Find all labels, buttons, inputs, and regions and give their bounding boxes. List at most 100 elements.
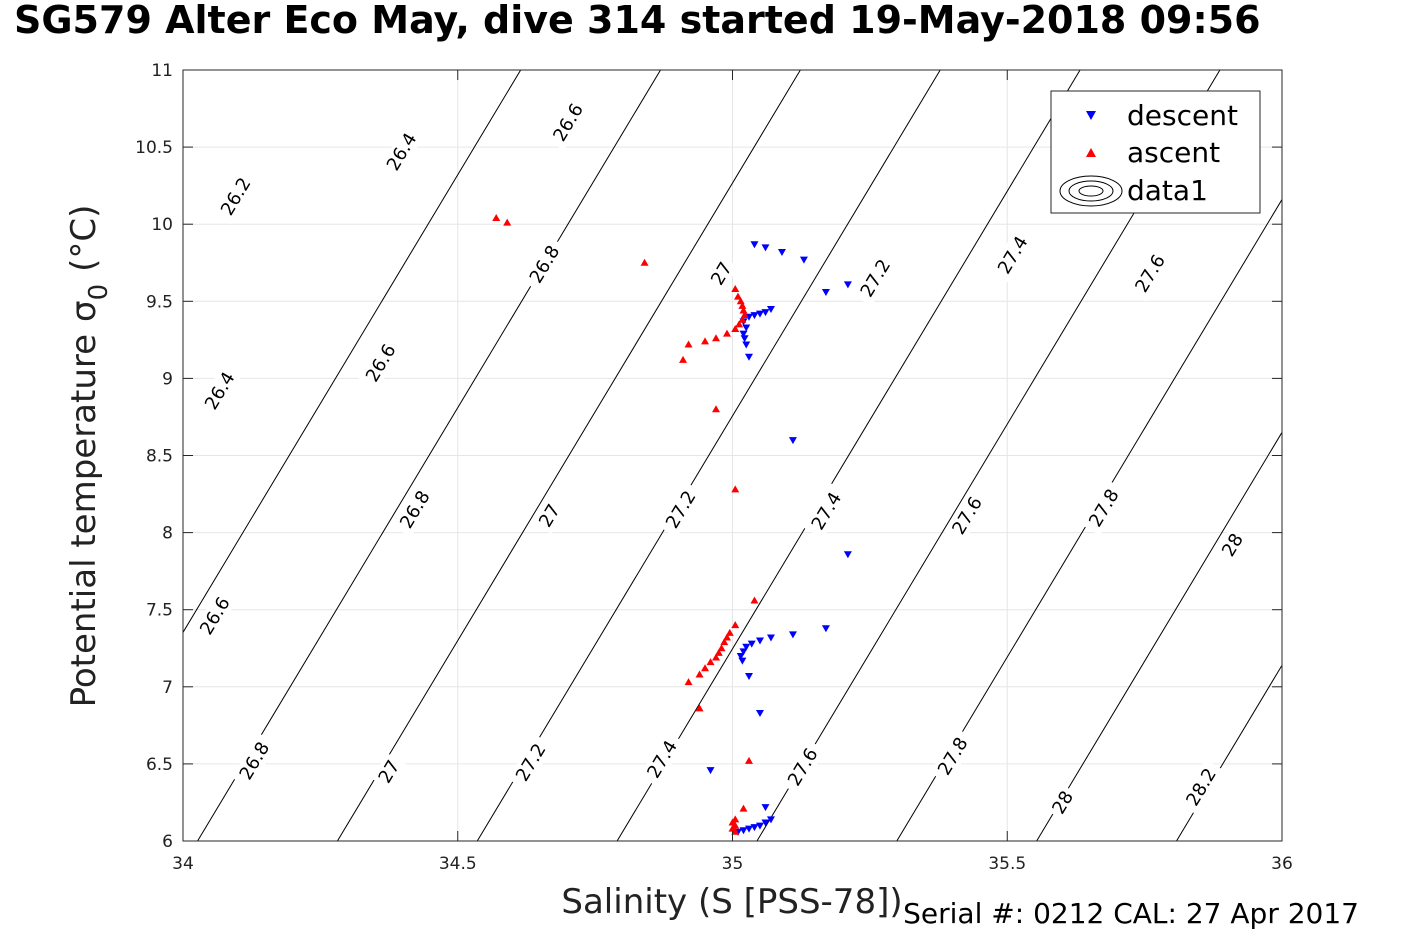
- y-axis-title-unit: (°C): [64, 205, 104, 272]
- contour-label-bg: [212, 168, 259, 225]
- contour-label: 28: [1045, 783, 1080, 821]
- ascent-point: [738, 301, 747, 309]
- ascent-point: [739, 306, 748, 314]
- legend-box: [1050, 90, 1261, 214]
- descent-point: [821, 625, 830, 633]
- contour-label-bg: [231, 732, 278, 789]
- contour-label-bg: [780, 739, 826, 795]
- density-contour-27: [616, 70, 1081, 841]
- legend-contour-icon: [1059, 175, 1123, 207]
- contour-label: 26.4: [378, 123, 425, 180]
- x-axis-title: Salinity (S [PSS-78]): [561, 882, 902, 922]
- y-axis-title: Potential temperature σ0 (°C): [64, 205, 114, 708]
- ascent-point: [720, 638, 729, 646]
- contour-label: 27.8: [1081, 479, 1127, 536]
- x-tick-label: 36: [1271, 854, 1293, 874]
- ascent-point: [712, 405, 721, 413]
- descent-point: [747, 640, 756, 648]
- ascent-point: [695, 704, 704, 712]
- descent-point: [788, 437, 797, 445]
- ascent-point: [712, 653, 721, 661]
- ascent-point: [712, 334, 721, 342]
- ascent-point: [503, 218, 512, 226]
- contour-label: 27.2: [658, 481, 704, 538]
- y-axis-title-subscript: 0: [84, 284, 114, 301]
- ascent-point: [701, 337, 710, 345]
- contour-label: 27: [704, 255, 739, 293]
- ascent-point: [733, 292, 742, 300]
- ascent-point: [731, 827, 740, 835]
- axis-ticks: 34 34.5 35 35.5 36 6 6.5 7 7.5 8 8.5 9 9.5 10 10.5 11: [135, 61, 1293, 874]
- y-tick-label: 7.5: [146, 601, 173, 621]
- y-tick-label: 8.5: [146, 447, 173, 467]
- descent-point: [736, 652, 745, 660]
- density-contour-26.2: [183, 70, 522, 634]
- descent-point: [755, 710, 764, 718]
- x-tick-label: 35.5: [988, 854, 1026, 874]
- descent-point: [742, 324, 751, 332]
- density-contour-26.8: [476, 70, 941, 841]
- ascent-point: [640, 258, 649, 266]
- contour-label: 28: [1215, 526, 1250, 564]
- descent-point: [739, 330, 748, 338]
- ascent-point: [731, 284, 740, 292]
- y-tick-label: 10: [151, 215, 173, 235]
- contour-label-bg: [639, 731, 685, 788]
- contour-label: 26.8: [521, 236, 568, 293]
- contour-label-bg: [392, 481, 438, 538]
- descent-point: [766, 816, 775, 824]
- descent-point: [744, 673, 753, 681]
- contour-label-bg: [989, 227, 1036, 283]
- y-tick-label: 6: [162, 832, 173, 852]
- ascent-point: [714, 648, 723, 656]
- ascent-point: [684, 678, 693, 686]
- ascent-point: [750, 596, 759, 604]
- contour-label-bg: [803, 483, 850, 539]
- legend-ascent-marker: [1086, 148, 1096, 157]
- y-tick-label: 10.5: [135, 138, 173, 158]
- ascent-point: [723, 633, 732, 641]
- legend-data1-label: data1: [1127, 174, 1208, 207]
- density-contour-26.6: [336, 70, 801, 841]
- descent-point: [799, 256, 808, 264]
- contour-label: 26.6: [545, 94, 592, 151]
- contour-label: 27.2: [508, 734, 554, 791]
- contour-label: 26.6: [192, 587, 238, 644]
- legend-ascent-label: ascent: [1127, 136, 1220, 169]
- descent-point: [843, 281, 852, 289]
- descent-point: [744, 353, 753, 361]
- y-tick-label: 9.5: [146, 292, 173, 312]
- descent-point: [821, 289, 830, 297]
- ascent-point: [744, 756, 753, 764]
- x-tick-label: 34: [172, 854, 194, 874]
- ascent-point: [492, 214, 501, 222]
- descent-point: [750, 241, 759, 249]
- contour-label-bg: [192, 587, 238, 644]
- ascent-point: [723, 329, 732, 337]
- contour-label: 26.4: [197, 362, 243, 419]
- contour-label-bg: [532, 497, 567, 535]
- contour-label-bg: [358, 335, 404, 391]
- contour-label: 27.2: [852, 250, 899, 307]
- contour-label: 27.4: [803, 483, 850, 539]
- descent-point: [706, 767, 715, 775]
- y-tick-label: 6.5: [146, 755, 173, 775]
- x-tick-label: 34.5: [439, 854, 477, 874]
- contour-label-bg: [378, 123, 425, 180]
- y-axis-title-symbol: σ: [64, 300, 104, 322]
- descent-point: [740, 335, 749, 343]
- y-tick-label: 9: [162, 369, 173, 389]
- ascent-point: [717, 644, 726, 652]
- contour-label: 27.6: [944, 487, 990, 544]
- descent-point: [761, 244, 770, 252]
- contour-label-bg: [1081, 479, 1127, 536]
- ascent-point: [706, 658, 715, 666]
- serial-cal-footer: Serial #: 0212 CAL: 27 Apr 2017: [903, 897, 1359, 930]
- ascent-point: [679, 355, 688, 363]
- contour-label: 26.8: [231, 732, 278, 789]
- contour-label-bg: [930, 728, 976, 785]
- legend-descent-label: descent: [1127, 99, 1238, 132]
- contour-label-bg: [508, 734, 554, 791]
- contour-label: 26.8: [392, 481, 438, 538]
